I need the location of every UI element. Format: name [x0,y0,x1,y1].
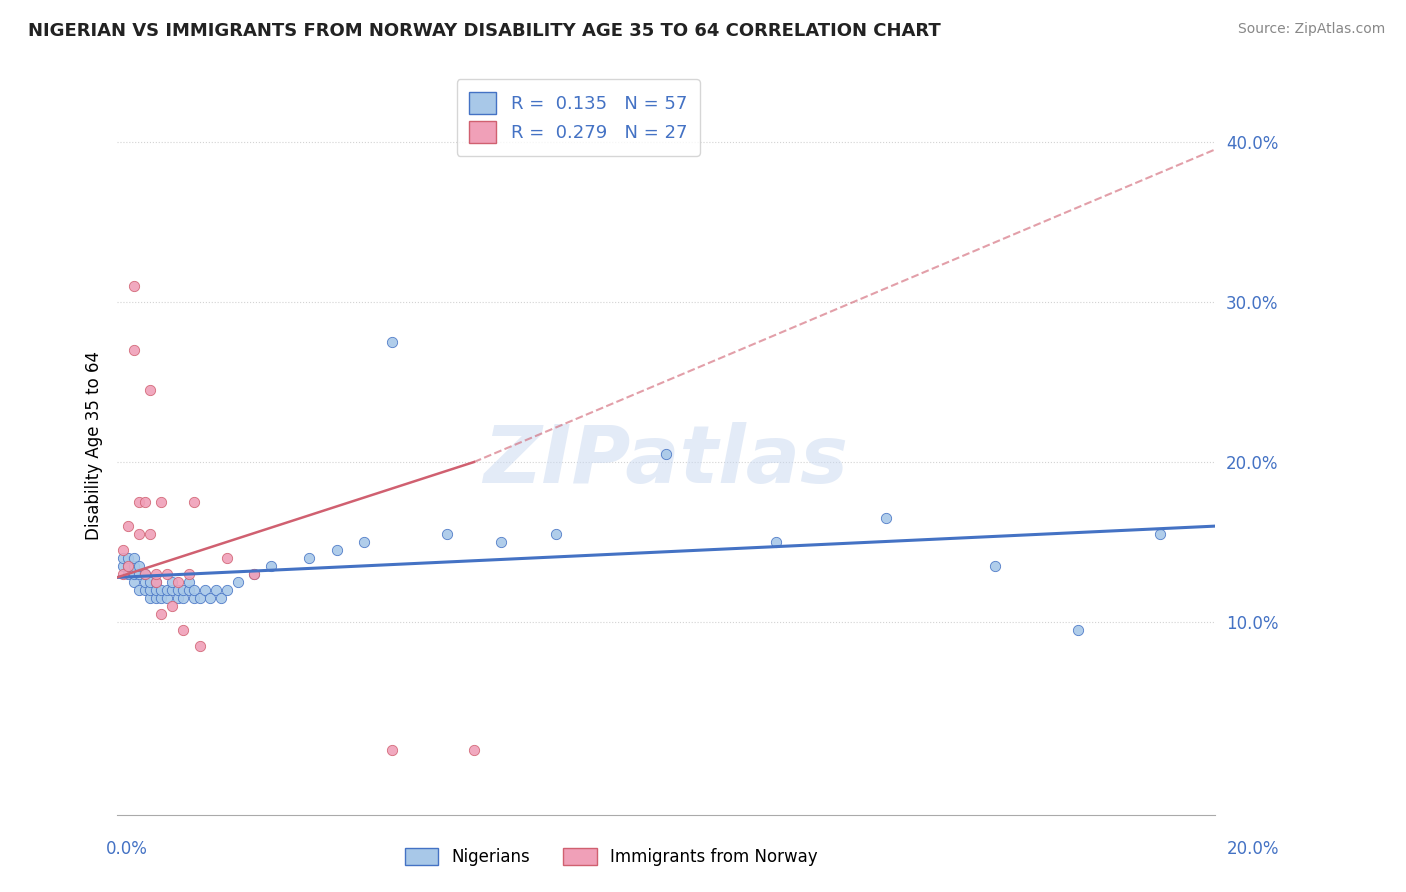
Point [243,567,266,582]
Point [183,591,205,606]
Point [215,583,238,598]
Point [150,607,173,622]
Point [122,567,145,582]
Point [1066,624,1088,638]
Point [122,575,145,590]
Point [139,383,162,397]
Point [134,575,156,590]
Point [128,495,150,509]
Point [166,591,188,606]
Point [145,575,167,590]
Point [139,527,162,541]
Point [111,559,134,574]
Point [765,535,787,549]
Point [381,334,404,349]
Point [172,624,194,638]
Point [122,343,145,357]
Point [655,447,678,461]
Legend: R =  0.135   N = 57, R =  0.279   N = 27: R = 0.135 N = 57, R = 0.279 N = 27 [457,79,700,155]
Point [145,583,167,598]
Point [117,519,139,533]
Point [183,495,205,509]
Point [188,640,211,654]
Point [166,583,188,598]
Point [381,743,404,757]
Point [128,583,150,598]
Point [205,583,228,598]
Point [145,575,167,590]
Point [139,575,162,590]
Point [436,527,458,541]
Point [155,583,177,598]
Point [172,591,194,606]
Point [875,511,897,525]
Point [226,575,249,590]
Point [150,495,173,509]
Point [155,567,177,582]
Point [200,591,222,606]
Point [145,567,167,582]
Text: NIGERIAN VS IMMIGRANTS FROM NORWAY DISABILITY AGE 35 TO 64 CORRELATION CHART: NIGERIAN VS IMMIGRANTS FROM NORWAY DISAB… [28,22,941,40]
Point [160,599,183,614]
Point [177,567,200,582]
Point [463,743,485,757]
Point [243,567,266,582]
Point [155,591,177,606]
Point [188,591,211,606]
Point [150,583,173,598]
Point [139,591,162,606]
Point [260,559,283,574]
Point [150,591,173,606]
Point [1149,527,1171,541]
Point [160,583,183,598]
Point [122,278,145,293]
Point [134,495,156,509]
Point [117,559,139,574]
Point [166,575,188,590]
Point [353,535,375,549]
Text: 20.0%: 20.0% [1227,840,1279,858]
Text: Source: ZipAtlas.com: Source: ZipAtlas.com [1237,22,1385,37]
Point [546,527,568,541]
Point [117,567,139,582]
Point [183,583,205,598]
Point [194,583,217,598]
Point [177,583,200,598]
Point [122,559,145,574]
Point [172,583,194,598]
Point [160,575,183,590]
Point [215,551,238,566]
Text: 0.0%: 0.0% [105,840,148,858]
Point [111,567,134,582]
Point [117,551,139,566]
Point [128,559,150,574]
Point [325,543,347,558]
Point [111,551,134,566]
Point [128,527,150,541]
Point [134,567,156,582]
Point [134,583,156,598]
Point [145,591,167,606]
Point [491,535,513,549]
Point [211,591,233,606]
Point [298,551,321,566]
Point [984,559,1007,574]
Point [111,543,134,558]
Y-axis label: Disability Age 35 to 64: Disability Age 35 to 64 [86,351,103,541]
Point [177,575,200,590]
Text: ZIPatlas: ZIPatlas [484,422,849,500]
Point [134,567,156,582]
Point [122,551,145,566]
Point [128,567,150,582]
Point [139,583,162,598]
Point [117,559,139,574]
